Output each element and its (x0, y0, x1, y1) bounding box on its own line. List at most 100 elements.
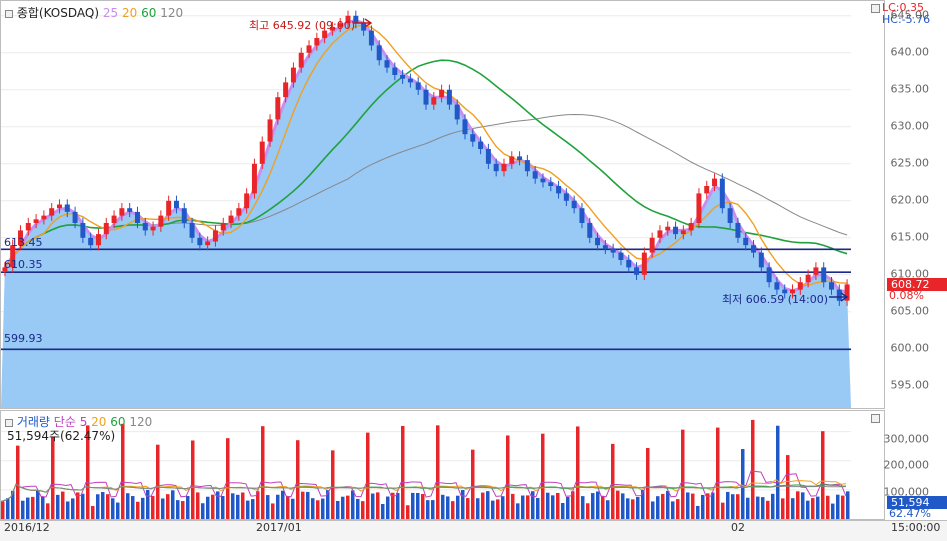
candle-body (758, 252, 764, 268)
collapse-icon[interactable] (5, 10, 13, 18)
candle-body (509, 156, 515, 164)
candle-body (595, 237, 601, 246)
volume-collapse-icon[interactable] (5, 419, 13, 427)
volume-bar (461, 489, 465, 519)
volume-bar (381, 504, 385, 519)
candle-body (212, 230, 218, 242)
volume-ma-label: 단순 (53, 415, 76, 429)
level-label-2: 610.35 (4, 258, 43, 271)
price-tick: 630.00 (890, 119, 930, 133)
volume-bar (406, 505, 410, 519)
volume-bar (221, 495, 225, 519)
date-label: 2017/01 (256, 521, 302, 534)
volume-bar (756, 496, 760, 519)
volume-bar (216, 491, 220, 519)
volume-bar (611, 443, 615, 519)
volume-bar (31, 496, 35, 519)
volume-header: 거래량 단순 5 20 60 120 (5, 413, 152, 430)
candle-body (634, 267, 640, 275)
volume-bar (206, 496, 210, 519)
volume-bar (771, 493, 775, 519)
candle-body (127, 208, 133, 212)
volume-bar (376, 492, 380, 519)
candle-body (571, 200, 577, 209)
volume-bar (266, 495, 270, 519)
volume-bar (286, 496, 290, 519)
volume-bar (666, 490, 670, 519)
volume-panel[interactable]: 거래량 단순 5 20 60 120 51,594주(62.47%) (0, 410, 885, 520)
price-panel[interactable]: 종합(KOSDAQ) 25 20 60 120 613.45 610.35 59… (0, 0, 885, 409)
volume-bar (631, 499, 635, 519)
candle-body (407, 78, 413, 83)
volume-bar (101, 492, 105, 519)
date-label: 2016/12 (4, 521, 50, 534)
candle-body (704, 186, 710, 194)
volume-bar (451, 501, 455, 519)
volume-bar (396, 493, 400, 519)
volume-bar (776, 425, 780, 519)
volume-bar (826, 495, 830, 519)
candle-body (836, 289, 842, 301)
volume-bar (761, 497, 765, 519)
volume-pct: 62.47% (889, 507, 931, 520)
volume-bar (71, 498, 75, 519)
hc-label: HC:-5.76 (882, 13, 931, 26)
lc-label: LC:0.35 (882, 1, 925, 14)
volume-bar (96, 494, 100, 519)
volume-bar (726, 491, 730, 519)
volume-bar (351, 490, 355, 519)
candle-body (454, 104, 460, 120)
volume-bar (326, 490, 330, 519)
volume-bar (336, 500, 340, 519)
candle-body (134, 211, 140, 223)
volume-bar (751, 419, 755, 519)
time-axis (0, 520, 947, 541)
candle-body (400, 75, 406, 79)
volume-bar (341, 496, 345, 519)
volume-bar (596, 491, 600, 519)
candle-body (626, 260, 632, 268)
price-chart[interactable] (1, 1, 884, 408)
volume-bar (311, 498, 315, 519)
volume-bar (236, 494, 240, 519)
candle-body (290, 67, 296, 83)
volume-bar (246, 500, 250, 519)
candle-body (657, 230, 663, 238)
volume-bar (391, 492, 395, 519)
candle-body (251, 163, 257, 194)
close-panel-icon[interactable] (871, 4, 880, 13)
volume-axis: 300,000 200,000 100,000 51,594 62.47% (883, 410, 947, 520)
volume-bar (421, 494, 425, 519)
candle-body (10, 245, 16, 268)
volume-bar (671, 501, 675, 519)
volume-bar (416, 492, 420, 519)
candle-body (665, 226, 671, 231)
volume-bar (646, 448, 650, 519)
volume-bar (431, 500, 435, 519)
volume-bar (131, 496, 135, 519)
volume-close-icon[interactable] (871, 414, 880, 423)
volume-tick: 100,000 (883, 485, 930, 499)
candle-body (462, 119, 468, 135)
volume-bar (401, 425, 405, 519)
volume-bar (736, 494, 740, 519)
volume-bar (636, 496, 640, 519)
volume-tag: 51,594 (887, 496, 947, 509)
chart-header: 종합(KOSDAQ) 25 20 60 120 (5, 4, 183, 21)
price-tick: 600.00 (890, 341, 930, 355)
volume-bar (436, 425, 440, 519)
volume-bar (166, 494, 170, 519)
volume-bar (691, 493, 695, 519)
volume-bar (571, 491, 575, 519)
volume-bar (516, 503, 520, 519)
candle-body (244, 193, 250, 209)
volume-bar (271, 503, 275, 519)
price-tag: 608.72 (887, 278, 947, 291)
ma-60-label: 60 (141, 6, 157, 20)
volume-bar (61, 491, 65, 519)
candle-body (353, 15, 359, 24)
volume-bar (186, 495, 190, 519)
volume-bar (301, 491, 305, 519)
volume-chart[interactable] (1, 411, 884, 519)
candle-body (166, 200, 172, 216)
